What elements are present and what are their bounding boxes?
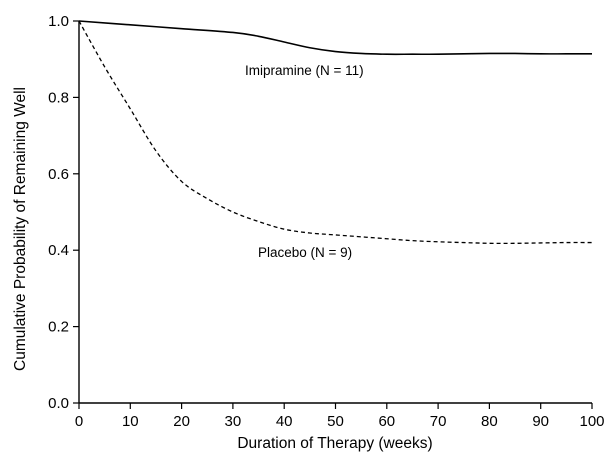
series-layer: [78, 20, 593, 245]
x-tick-label: 100: [579, 413, 604, 430]
y-tick-label: 0.6: [48, 166, 69, 183]
y-tick-label: 0.4: [48, 242, 69, 259]
y-tick-label: 0.2: [48, 319, 69, 336]
series-line-placebo: [78, 20, 593, 245]
x-tick-label: 60: [378, 413, 395, 430]
y-tick-label: 1.0: [48, 13, 69, 30]
series-line-imipramine: [78, 20, 592, 56]
axes: 0 10 20 30 40 50 60 70 80 90 100 0.0 0.2 0.4 0.6 0.8 1.0: [48, 13, 604, 430]
x-axis-title: Duration of Therapy (weeks): [237, 435, 432, 452]
y-axis-title: Cumulative Probability of Remaining Well: [12, 87, 29, 371]
x-tick-label: 80: [481, 413, 498, 430]
x-tick-label: 20: [173, 413, 190, 430]
x-tick-label: 70: [430, 413, 447, 430]
x-tick-label: 10: [122, 413, 139, 430]
y-tick-label: 0.8: [48, 89, 69, 106]
series-label-imipramine: Imipramine (N = 11): [245, 63, 364, 78]
x-tick-label: 30: [225, 413, 242, 430]
x-tick-label: 40: [276, 413, 293, 430]
series-label-placebo: Placebo (N = 9): [258, 245, 352, 260]
labels: Imipramine (N = 11) Placebo (N = 9) Dura…: [12, 63, 433, 452]
y-tick-label: 0.0: [48, 395, 69, 412]
x-tick-label: 90: [532, 413, 549, 430]
x-tick-label: 0: [75, 413, 83, 430]
x-tick-label: 50: [327, 413, 344, 430]
